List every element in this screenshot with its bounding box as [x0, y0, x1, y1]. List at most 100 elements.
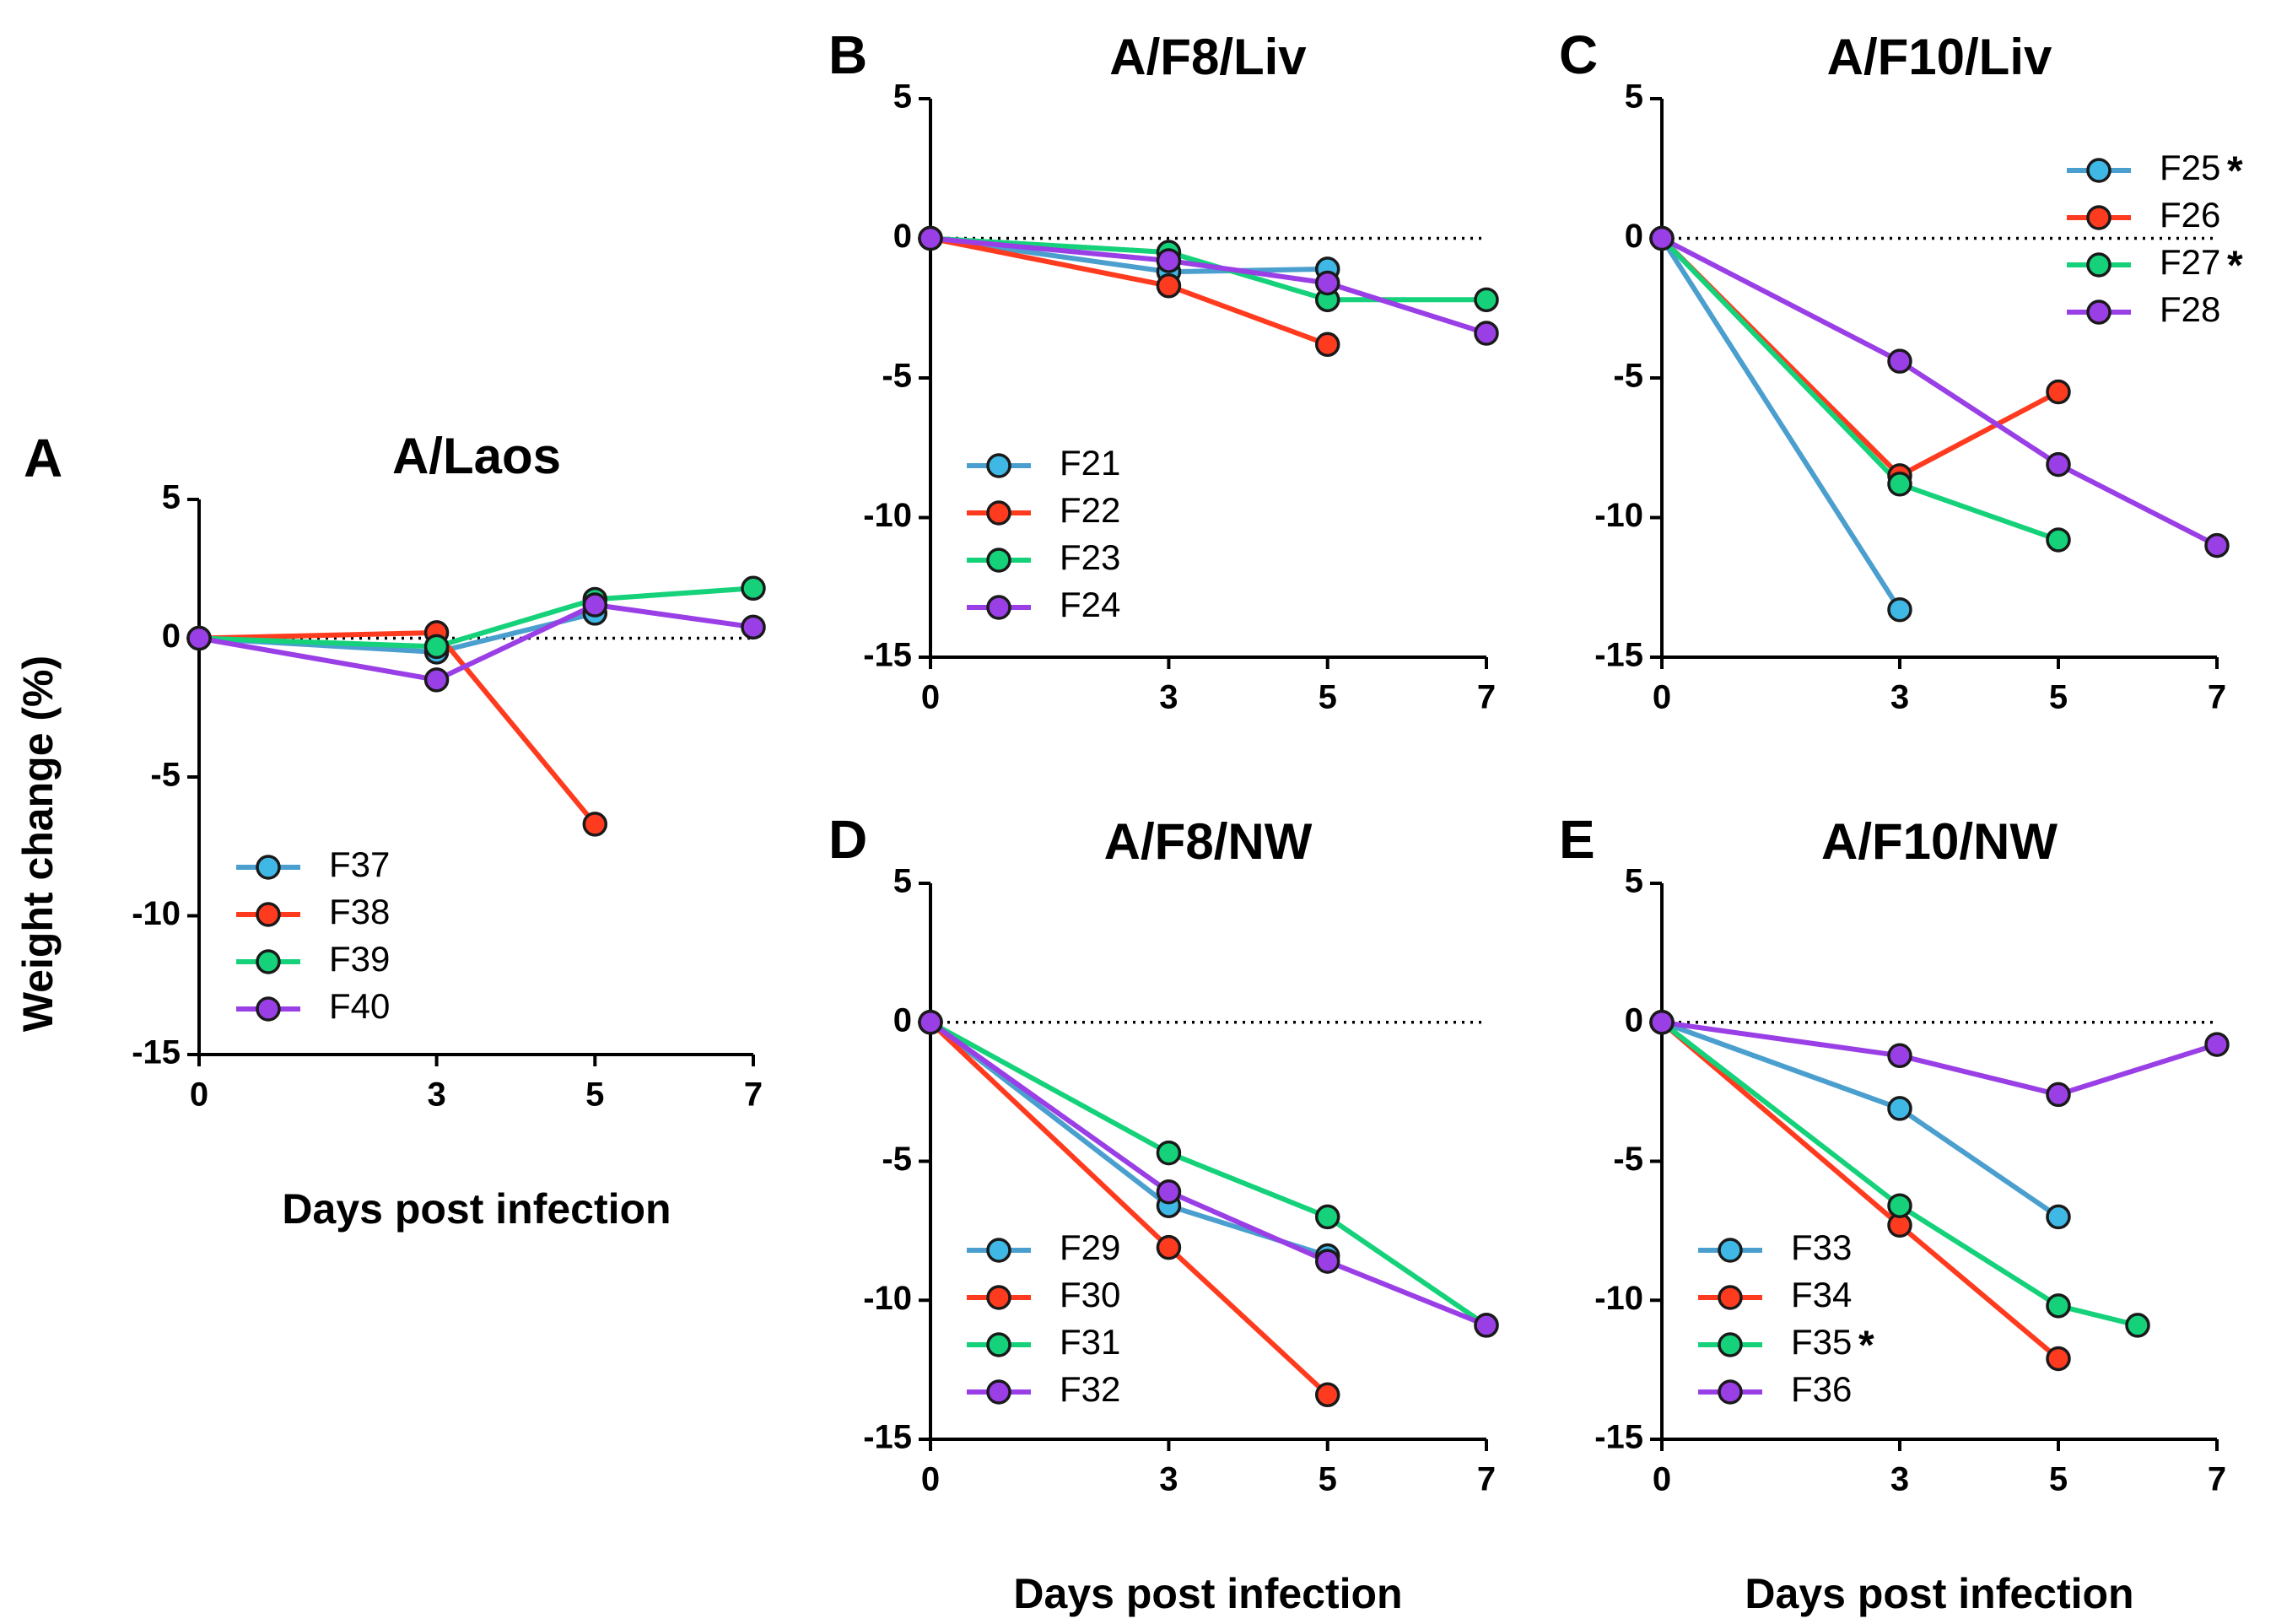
legend-swatch-marker: [256, 902, 281, 927]
legend-label: F36: [1791, 1369, 1852, 1409]
data-point-f28: [2204, 532, 2230, 558]
legend-label: F25: [2160, 148, 2220, 187]
legend-item-f33: F33: [1698, 1227, 1852, 1267]
series-line-f25: [1659, 236, 1902, 612]
legend-item-f32: F32: [967, 1369, 1120, 1409]
legend-label: F32: [1060, 1369, 1120, 1409]
series-markers: [186, 575, 766, 837]
y-tick-label: 0: [162, 618, 181, 655]
legend-item-f24: F24: [967, 585, 1120, 624]
data-point-f35: [2125, 1313, 2150, 1338]
y-tick-label: 0: [893, 218, 912, 255]
x-tick-label: 3: [1890, 679, 1909, 716]
x-tick-label: 0: [190, 1076, 208, 1114]
legend-item-f23: F23: [967, 537, 1120, 577]
data-point-f36: [1649, 1010, 1675, 1035]
series-line-f32: [929, 1020, 1488, 1328]
legend-label: F22: [1060, 490, 1120, 530]
y-tick-label: 5: [1625, 78, 1643, 116]
y-tick-label: -15: [1594, 637, 1643, 674]
y-tick-label: -5: [150, 757, 181, 794]
y-tick-label: -5: [882, 358, 912, 395]
y-tick-label: -15: [863, 637, 912, 674]
data-point-f24: [1474, 321, 1499, 346]
panel-title: A/Laos: [392, 428, 561, 484]
y-axis-title: Weight change (%): [14, 656, 62, 1032]
x-tick-label: 5: [1319, 1461, 1337, 1498]
legend-swatch-marker: [1718, 1285, 1743, 1310]
significance-asterisk: *: [1858, 1324, 1874, 1368]
legend-swatch-marker: [1718, 1379, 1743, 1405]
x-tick-label: 5: [1319, 679, 1337, 716]
x-tick-label: 7: [744, 1076, 763, 1114]
data-point-f32: [918, 1010, 943, 1035]
x-axis-title: Days post infection: [282, 1185, 671, 1233]
x-tick-label: 0: [921, 679, 940, 716]
panel-title: A/F8/NW: [1104, 813, 1313, 870]
panel-letter: E: [1559, 809, 1595, 870]
legend-label: F21: [1060, 443, 1120, 483]
data-point-f32: [1156, 1179, 1182, 1205]
legend-label: F26: [2160, 195, 2220, 235]
legend-label: F39: [329, 939, 390, 979]
data-point-f36: [2204, 1032, 2230, 1057]
data-point-f32: [1314, 1249, 1340, 1274]
legend-item-f27: F27 *: [2067, 242, 2243, 289]
y-tick-label: 5: [893, 78, 912, 116]
x-axis-title: Days post infection: [1013, 1570, 1402, 1617]
data-point-f35: [1887, 1193, 1912, 1218]
data-point-f27: [1887, 472, 1912, 497]
x-tick-label: 0: [1653, 679, 1671, 716]
data-point-f39: [741, 575, 766, 602]
data-point-f24: [1314, 270, 1340, 296]
data-point-f26: [2046, 379, 2071, 405]
x-axis-title: Days post infection: [1745, 1570, 2133, 1617]
legend-item-f28: F28: [2067, 289, 2220, 329]
x-tick-label: 7: [1477, 679, 1496, 716]
data-point-f39: [423, 634, 450, 660]
legend: F29 F30 F31 F32: [967, 1227, 1120, 1409]
legend-swatch-marker: [256, 996, 281, 1022]
x-tick-label: 5: [2049, 1461, 2068, 1498]
legend-label: F37: [329, 844, 390, 884]
legend-swatch-marker: [256, 949, 281, 974]
data-point-f40: [582, 592, 608, 618]
legend-swatch-marker: [986, 1285, 1011, 1310]
legend-item-f26: F26: [2067, 195, 2220, 235]
legend: F33 F34 F35 *F36: [1698, 1227, 1874, 1409]
y-tick-label: -10: [863, 497, 912, 534]
x-tick-label: 5: [2049, 679, 2068, 716]
legend-swatch-marker: [986, 548, 1011, 573]
series-line-f39: [198, 585, 754, 650]
x-tick-label: 5: [585, 1076, 604, 1114]
panel-letter: C: [1559, 24, 1598, 85]
y-tick-label: -10: [132, 895, 181, 932]
legend-item-f29: F29: [967, 1227, 1120, 1267]
legend-item-f37: F37: [236, 844, 390, 884]
x-tick-label: 3: [1159, 679, 1178, 716]
y-tick-label: -15: [863, 1419, 912, 1456]
data-point-f22: [1156, 273, 1182, 299]
series-line-f36: [1661, 1019, 2218, 1098]
legend-item-f36: F36: [1698, 1369, 1852, 1409]
data-point-f40: [423, 667, 450, 693]
data-point-f40: [741, 614, 766, 640]
legend-label: F33: [1791, 1227, 1852, 1267]
data-point-f34: [2046, 1346, 2071, 1372]
legend-label: F29: [1060, 1227, 1120, 1267]
legend-swatch-marker: [2086, 158, 2112, 183]
series-line-f24: [930, 235, 1487, 336]
data-point-f33: [1887, 1096, 1912, 1121]
data-point-f31: [1314, 1204, 1340, 1230]
data-point-f38: [582, 812, 608, 837]
legend-label: F28: [2160, 289, 2220, 329]
y-tick-label: 0: [893, 1001, 912, 1039]
legend-item-f31: F31: [967, 1322, 1120, 1362]
x-tick-label: 0: [921, 1461, 940, 1498]
legend-item-f22: F22: [967, 490, 1120, 530]
panel-title: A/F8/Liv: [1109, 29, 1307, 85]
legend-swatch-marker: [986, 500, 1011, 526]
